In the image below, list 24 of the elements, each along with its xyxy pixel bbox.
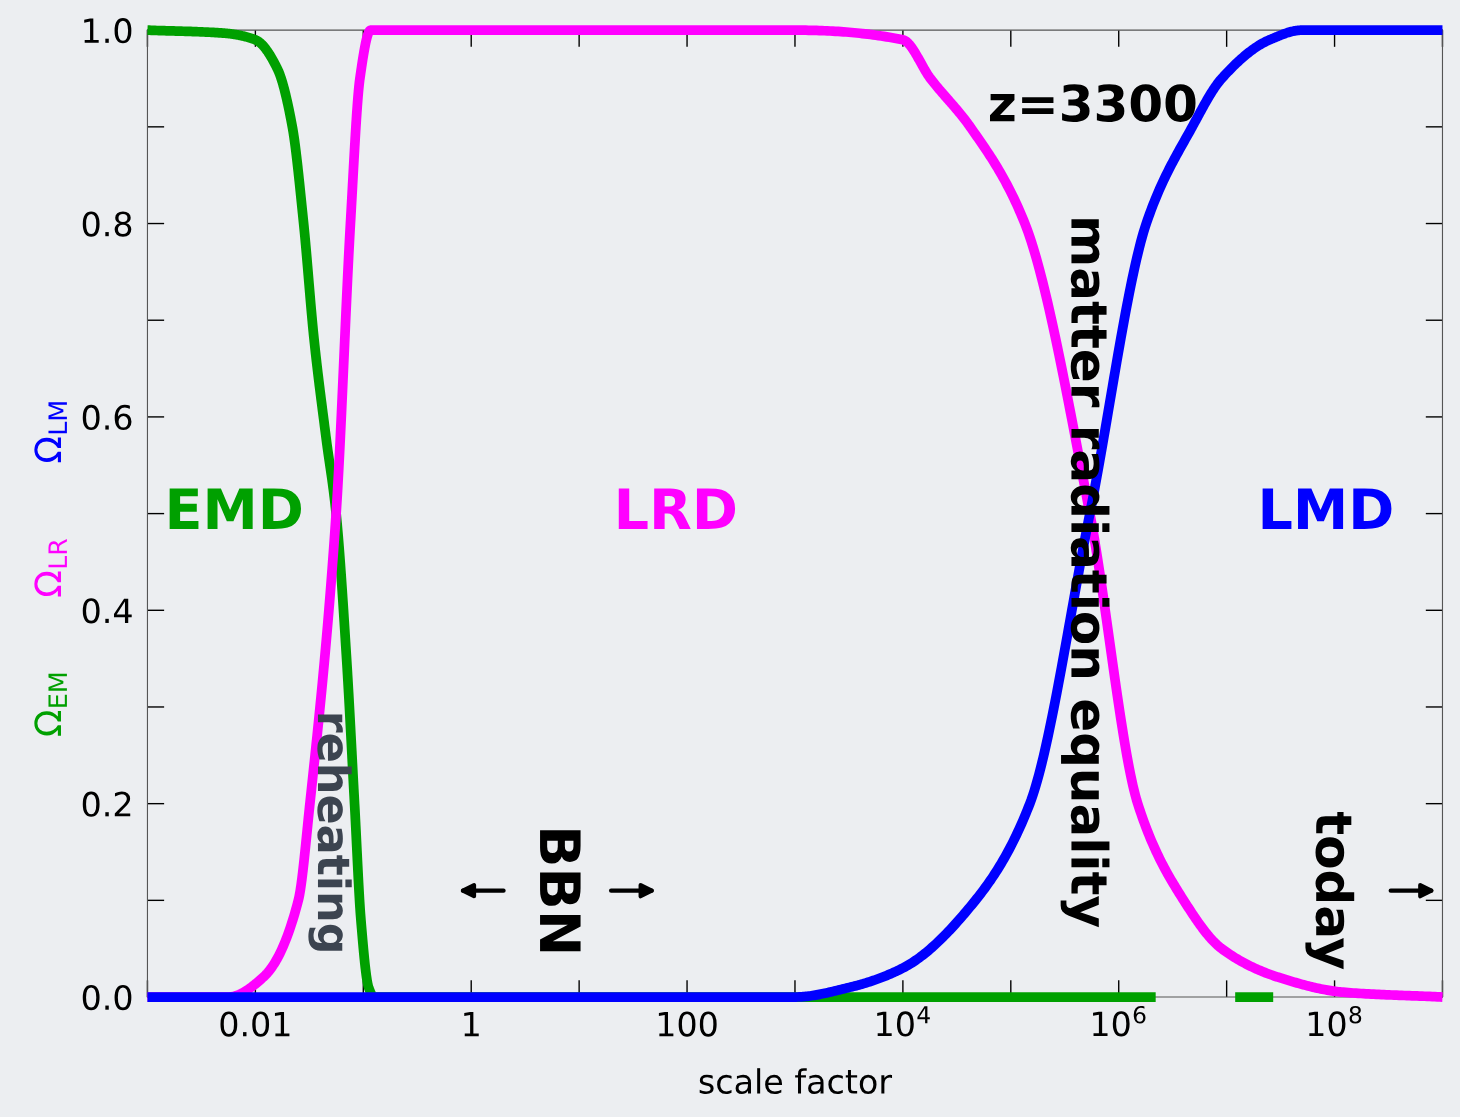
annotation: today [1305, 811, 1355, 970]
y-tick-label: 0.0 [82, 984, 132, 1011]
text: Ω$_{LM}$ [34, 402, 67, 463]
y-tick-label: 0.6 [82, 404, 132, 431]
x-tick-label: 10$^{4}$ [877, 1006, 930, 1037]
annotation: reheating [308, 714, 352, 951]
annotation: matter radiation equality [1060, 219, 1110, 928]
x-tick-label: 10$^{6}$ [1093, 1005, 1146, 1037]
y-tick-label: 0.8 [82, 211, 132, 237]
x-tick-label: 1 [464, 1011, 479, 1037]
y-tick-label: 0.2 [82, 791, 131, 817]
y-tick-label: 1.0 [84, 18, 132, 44]
x-tick-label: 100 [658, 1011, 717, 1037]
text: Ω$_{EM}$ [34, 673, 67, 736]
x-tick-label: 0.01 [220, 1011, 290, 1037]
annotation: LMD [1262, 488, 1392, 529]
annotation: z=3300 [990, 84, 1196, 123]
y-tick-label: 0.4 [82, 598, 132, 624]
annotation: BBN [540, 830, 581, 952]
x-tick-label: 10$^{8}$ [1308, 1005, 1362, 1037]
x-axis-title: scale factor [699, 1068, 893, 1094]
text: Ω$_{LR}$ [34, 538, 67, 597]
annotation: LRD [618, 488, 736, 529]
annotation: EMD [169, 488, 301, 529]
